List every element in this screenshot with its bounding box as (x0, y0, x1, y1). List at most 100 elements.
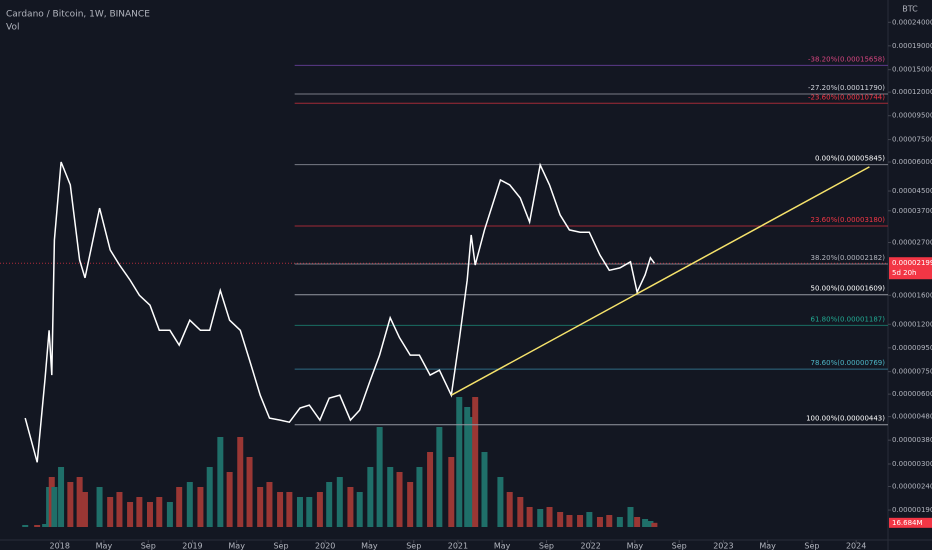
y-tick-label: 0.00012000 (892, 88, 932, 96)
x-tick-label: 2023 (713, 542, 733, 550)
y-tick-label: 0.00002700 (892, 239, 932, 247)
volume-bar (166, 502, 173, 527)
volume-bar (627, 507, 634, 527)
trend-line (450, 166, 870, 396)
volume-bar (176, 487, 183, 527)
volume-bar (266, 482, 273, 527)
fib-label: -27.20%(0.00011790) (808, 84, 885, 92)
y-tick-label: 0.00024000 (892, 18, 932, 26)
price-tag (889, 257, 932, 280)
volume-bar (557, 512, 564, 527)
volume-bar (481, 452, 488, 527)
volume-bar (34, 525, 41, 527)
volume-bar (127, 502, 134, 527)
volume-bar (136, 497, 143, 527)
fib-label: 50.00%(0.00001609) (811, 285, 886, 293)
fib-label: -38.20%(0.00015658) (808, 55, 885, 63)
y-tick-label: 0.00000240 (892, 483, 932, 491)
volume-bar (277, 492, 284, 527)
volume-bar (296, 497, 303, 527)
volume-bar (286, 492, 293, 527)
plot: -38.20%(0.00015658) -27.20%(0.00011790)-2… (0, 55, 888, 527)
volume-bar (58, 467, 65, 527)
volume-bar (96, 487, 103, 527)
volume-bar (367, 467, 374, 527)
volume-label: Vol (6, 23, 19, 33)
x-tick-label: 2020 (315, 542, 335, 550)
volume-bar (517, 497, 524, 527)
volume-bar (468, 417, 475, 527)
y-unit: BTC (902, 5, 918, 14)
volume-bar (651, 522, 658, 527)
volume-bar (566, 515, 573, 527)
y-tick-label: 0.00000600 (892, 390, 932, 398)
volume-bar (647, 521, 654, 527)
volume-bar (497, 477, 504, 527)
fib-label: 23.60%(0.00003180) (811, 216, 886, 224)
fib-label: 0.00%(0.00005845) (815, 155, 885, 163)
price-tag-label: 0.00002199 (892, 259, 932, 267)
y-tick-label: 0.00001600 (892, 291, 932, 299)
x-tick-label: Sep (406, 542, 421, 550)
volume-bar (472, 397, 479, 527)
y-tick-label: 0.00003700 (892, 207, 932, 215)
price-line (24, 161, 656, 463)
volume-bar (186, 482, 193, 527)
volume-bar (634, 517, 641, 527)
volume-bar (396, 472, 403, 527)
volume-bar (427, 452, 434, 527)
volume-bar (416, 467, 423, 527)
x-tick-label: Sep (804, 542, 819, 550)
fib-label: 100.00%(0.00000443) (806, 415, 885, 423)
volume-bar (116, 492, 123, 527)
y-tick-label: 0.00000950 (892, 344, 932, 352)
x-tick-label: Sep (141, 542, 156, 550)
volume-bar (336, 477, 343, 527)
x-tick-label: May (228, 542, 245, 550)
y-tick-label: 0.00000750 (892, 368, 932, 376)
volume-bar (67, 482, 74, 527)
volume-bar (42, 524, 49, 527)
y-tick-label: 0.00000480 (892, 413, 932, 421)
fib-label: 38.20%(0.00002182) (811, 254, 886, 262)
volume-bar (237, 437, 244, 527)
volume-bar (387, 467, 394, 527)
volume-bar (546, 507, 553, 527)
volume-bar (376, 427, 383, 527)
y-tick-label: 0.00009500 (892, 112, 932, 120)
volume-bar (246, 457, 253, 527)
volume-bar (197, 487, 204, 527)
volume-bar (306, 497, 313, 527)
volume-bar (316, 492, 323, 527)
volume-bar (206, 467, 213, 527)
y-tick-label: 0.00000380 (892, 436, 932, 444)
volume-tag-label: 16.684M (892, 519, 923, 527)
y-tick-label: 0.00006000 (892, 158, 932, 166)
fib-label: 78.60%(0.00000769) (811, 359, 886, 367)
x-tick-label: May (494, 542, 511, 550)
y-tick-label: 0.00019000 (892, 42, 932, 50)
x-tick-label: Sep (539, 542, 554, 550)
fib-label: -23.60%(0.00010744) (808, 93, 885, 101)
volume-bar (537, 509, 544, 527)
y-tick-label: 0.00007500 (892, 136, 932, 144)
volume-bar (436, 427, 443, 527)
volume-bar (107, 497, 114, 527)
chart-title: Cardano / Bitcoin, 1W, BINANCE (6, 10, 150, 20)
volume-bar (526, 507, 533, 527)
volume-bar (156, 497, 163, 527)
x-tick-label: May (759, 542, 776, 550)
y-tick-label: 0.00000190 (892, 506, 932, 514)
volume-bar (356, 492, 363, 527)
y-tick-label: 0.00015000 (892, 66, 932, 74)
y-tick-label: 0.00004500 (892, 187, 932, 195)
volume-bar (596, 517, 603, 527)
volume-bar (616, 517, 623, 527)
volume-bar (226, 472, 233, 527)
volume-tag (889, 517, 932, 528)
volume-bar (146, 502, 153, 527)
volume-bar (407, 482, 414, 527)
x-tick-label: Sep (672, 542, 687, 550)
x-tick-label: May (361, 542, 378, 550)
